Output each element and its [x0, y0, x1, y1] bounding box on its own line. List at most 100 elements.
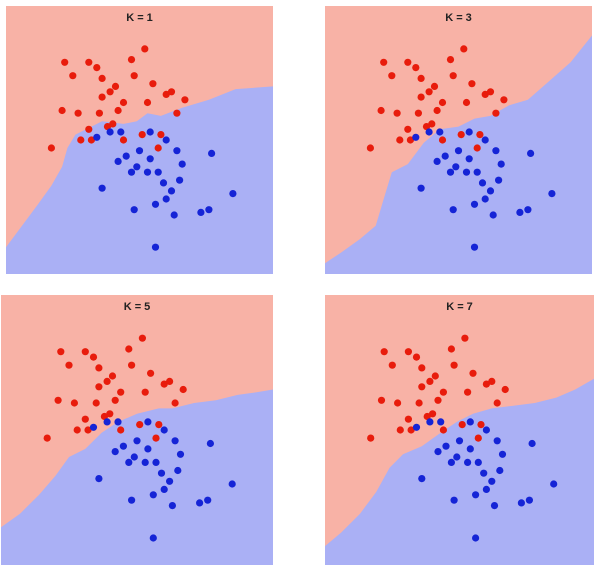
data-point-class-b [482, 426, 490, 434]
data-point-class-a [462, 98, 471, 107]
data-point-class-b [133, 163, 141, 171]
data-point-class-a [418, 364, 426, 372]
data-point-class-b [434, 448, 442, 456]
data-point-class-a [73, 426, 81, 434]
data-point-class-a [458, 421, 466, 429]
data-point-class-b [122, 152, 130, 160]
data-point-class-b [418, 475, 426, 483]
data-point-class-a [417, 93, 425, 101]
data-point-class-a [111, 82, 120, 90]
data-point-class-b [465, 155, 473, 163]
data-point-class-b [114, 157, 122, 165]
data-point-class-a [439, 426, 447, 434]
data-point-class-b [130, 453, 138, 461]
data-point-class-b [450, 496, 458, 504]
panel-k3: K = 3 [325, 6, 592, 274]
data-point-class-a [125, 345, 133, 353]
data-point-class-a [423, 412, 431, 421]
data-point-class-b [128, 496, 136, 504]
data-point-class-b [488, 477, 496, 485]
data-point-class-a [429, 410, 437, 418]
data-point-class-a [430, 82, 439, 90]
data-point-class-b [144, 445, 152, 453]
data-point-class-b [442, 442, 450, 450]
data-point-class-a [136, 421, 144, 429]
data-point-class-a [366, 144, 374, 152]
data-point-class-a [415, 399, 423, 407]
data-point-class-a [474, 434, 482, 442]
data-point-class-b [125, 458, 133, 466]
data-point-class-a [54, 396, 62, 404]
data-point-class-a [500, 96, 508, 104]
data-point-class-a [492, 109, 500, 117]
data-point-class-b [464, 458, 472, 466]
data-point-class-a [95, 109, 103, 117]
data-point-class-a [149, 80, 157, 88]
data-point-class-a [155, 421, 163, 429]
data-point-class-a [468, 80, 476, 88]
data-point-class-b [466, 418, 474, 426]
data-point-class-b [495, 176, 503, 184]
data-point-class-a [74, 109, 82, 117]
data-point-class-a [154, 144, 162, 152]
data-point-class-a [388, 361, 396, 369]
data-point-class-a [69, 72, 77, 80]
data-point-class-b [144, 418, 152, 426]
data-point-class-a [181, 96, 189, 104]
data-point-class-b [462, 168, 471, 176]
data-point-class-a [404, 58, 412, 66]
data-point-class-b [111, 448, 119, 456]
data-point-class-b [452, 163, 460, 171]
data-point-class-b [196, 499, 204, 507]
data-point-class-b [89, 423, 98, 431]
data-point-class-a [138, 131, 146, 139]
data-point-class-a [493, 399, 501, 407]
data-point-class-a [106, 88, 114, 96]
data-point-class-a [434, 396, 442, 404]
data-point-class-a [106, 410, 114, 418]
data-point-class-a [84, 426, 92, 434]
data-point-class-a [412, 353, 421, 361]
data-point-class-b [130, 206, 138, 214]
data-point-class-b [176, 450, 185, 458]
data-point-class-a [404, 348, 412, 356]
data-point-class-b [154, 168, 162, 176]
data-point-class-b [151, 243, 160, 251]
data-point-class-b [412, 423, 421, 431]
data-point-class-a [433, 106, 441, 115]
data-point-class-a [100, 412, 108, 421]
data-point-class-a [404, 125, 412, 133]
data-point-class-a [173, 109, 181, 117]
panel-k7: K = 7 [325, 295, 594, 565]
data-point-class-a [464, 388, 472, 396]
data-point-class-a [412, 64, 420, 72]
data-point-class-a [486, 88, 495, 96]
data-point-class-a [428, 120, 436, 128]
data-point-class-b [151, 200, 160, 208]
data-point-class-a [167, 88, 176, 96]
data-point-class-b [173, 147, 181, 155]
data-point-class-b [478, 179, 487, 187]
data-point-class-a [95, 383, 103, 391]
data-point-class-a [450, 361, 458, 369]
data-point-class-b [417, 184, 425, 192]
data-point-class-a [143, 98, 152, 107]
data-point-class-a [418, 383, 426, 391]
data-point-class-b [482, 485, 490, 493]
data-point-class-b [497, 160, 505, 168]
data-point-class-a [147, 369, 155, 377]
plot-k5 [1, 295, 273, 565]
data-point-class-a [61, 58, 69, 66]
data-point-class-b [425, 128, 433, 136]
data-point-class-b [160, 426, 168, 434]
data-point-class-b [472, 491, 480, 499]
data-point-class-b [146, 155, 154, 163]
data-point-class-b [481, 136, 489, 144]
data-point-class-b [486, 187, 495, 195]
data-point-class-a [43, 434, 51, 442]
data-point-class-b [174, 466, 182, 475]
data-point-class-a [438, 98, 447, 107]
data-point-class-b [441, 152, 449, 160]
data-point-class-b [204, 496, 212, 504]
data-point-class-b [160, 485, 168, 493]
